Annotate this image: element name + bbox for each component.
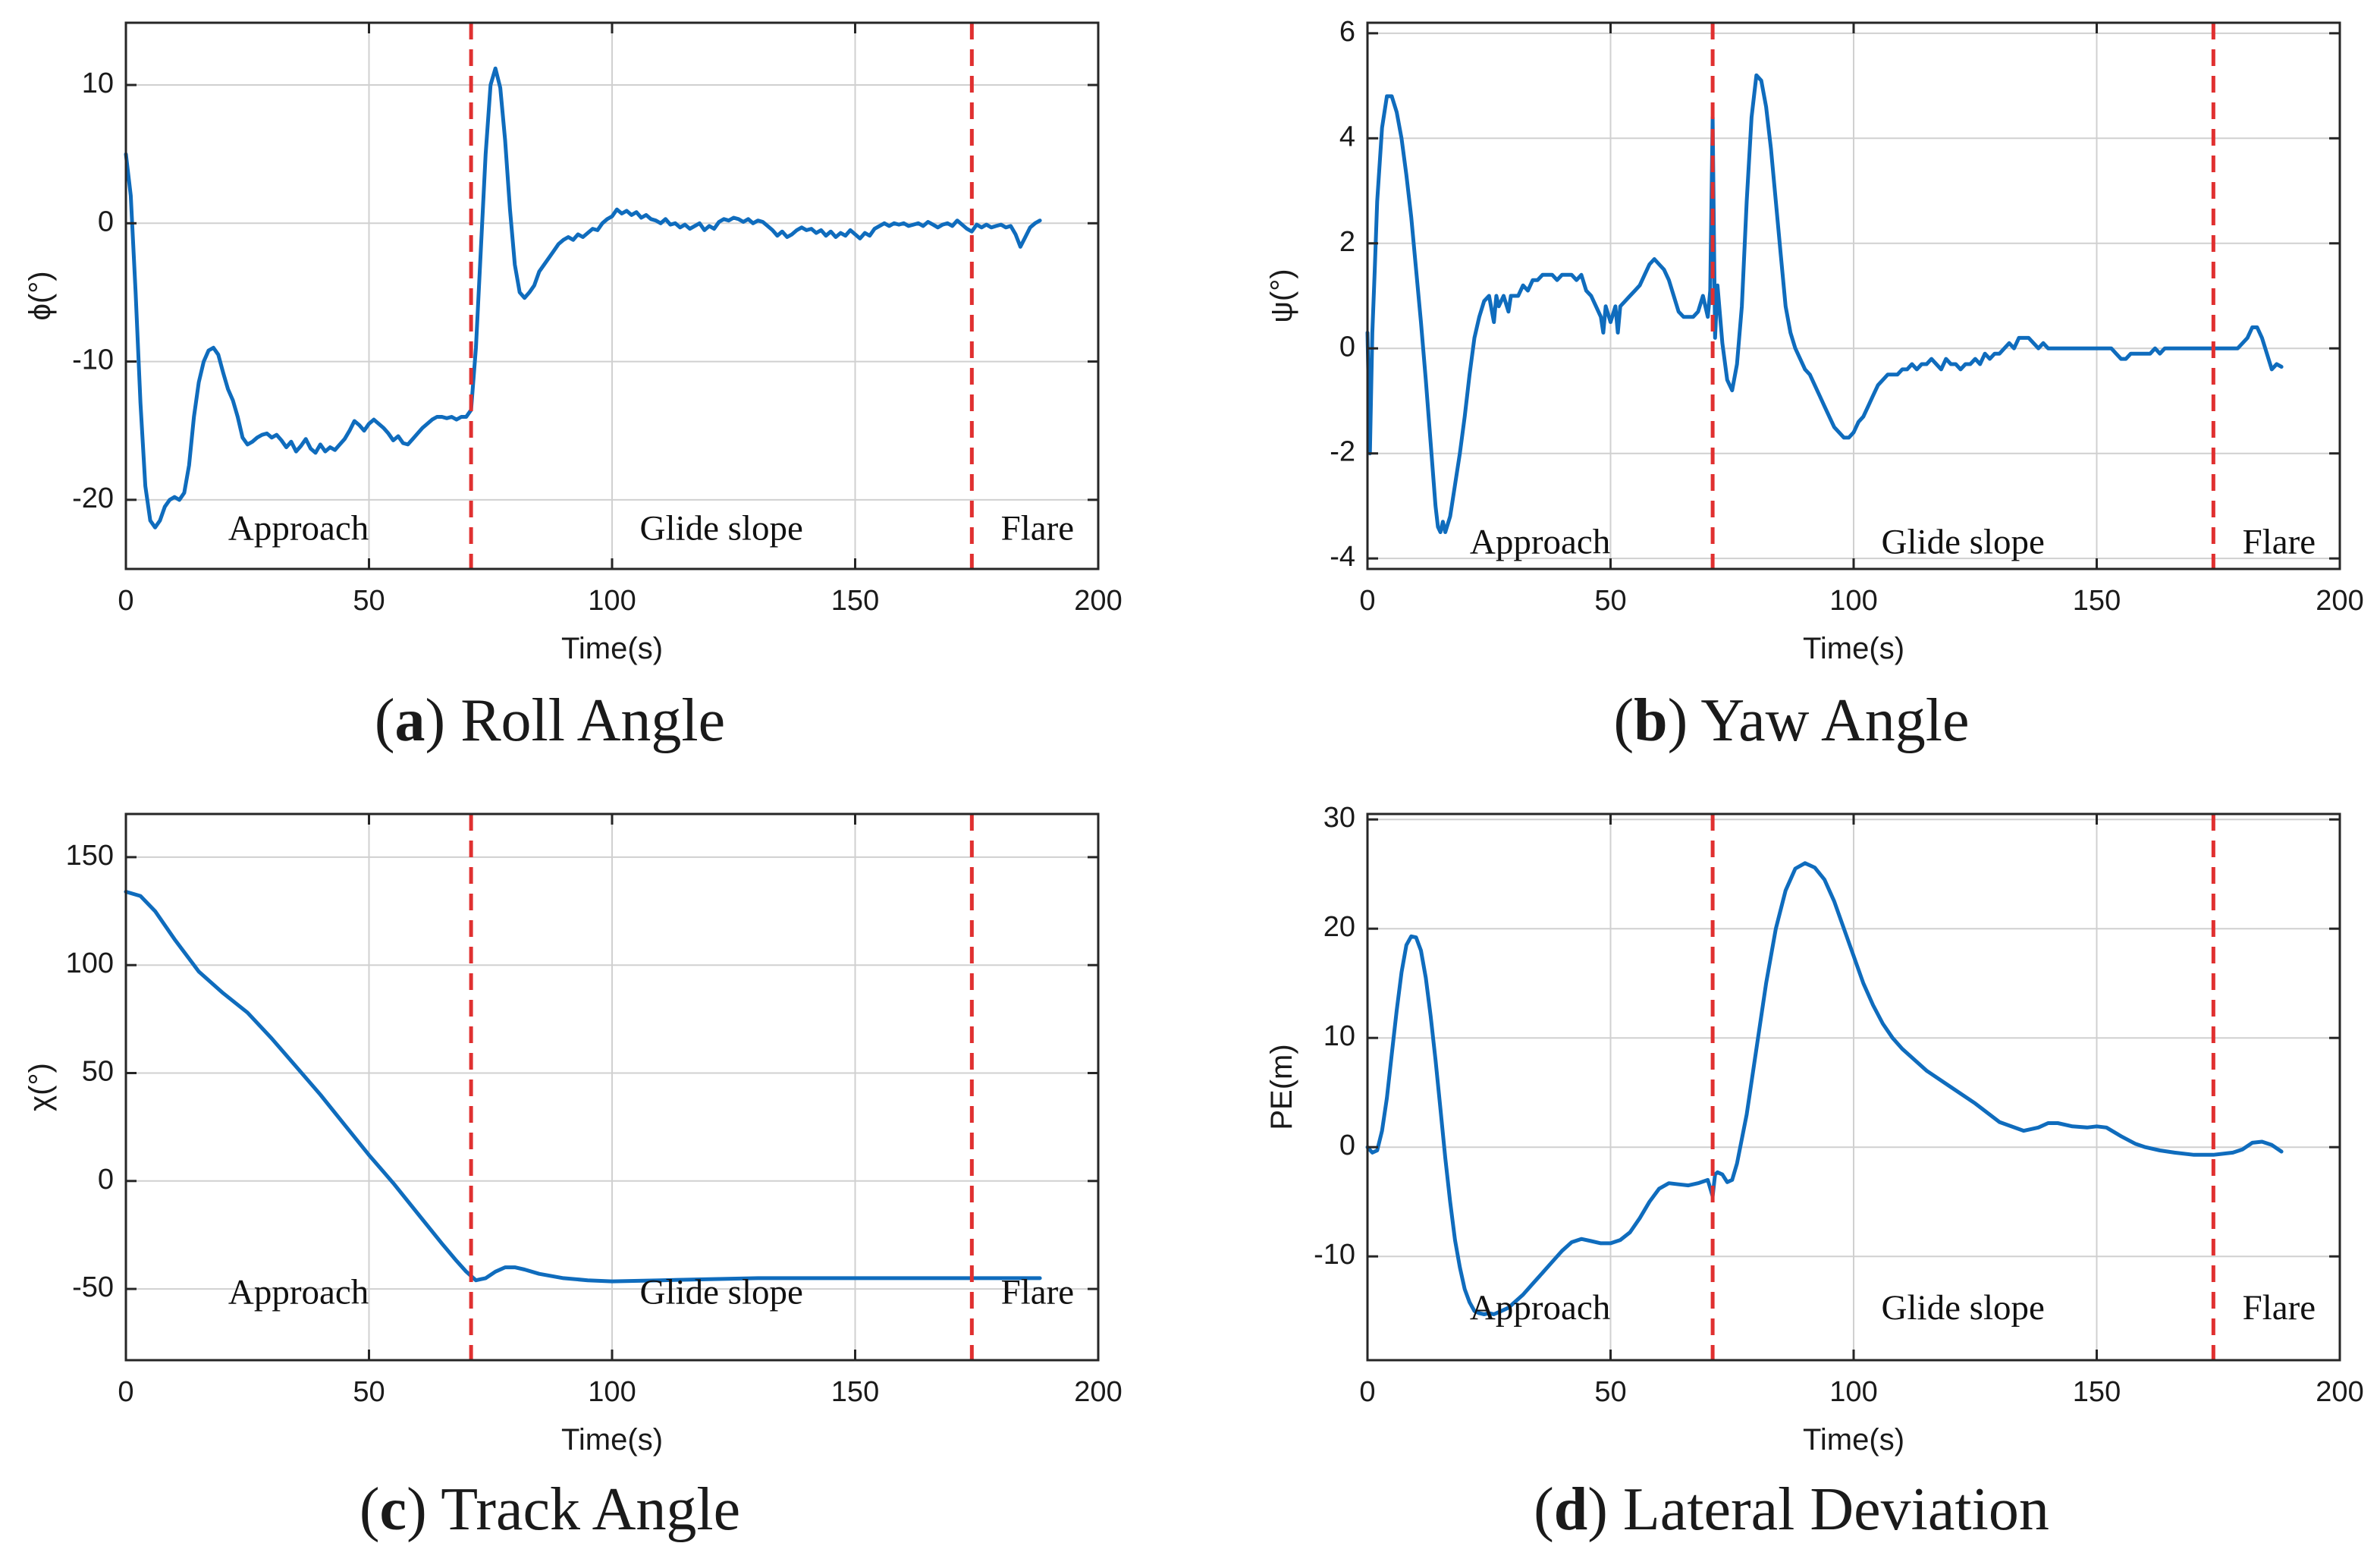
- y-tick-label: 10: [1323, 1020, 1355, 1052]
- caption-text: Roll Angle: [460, 687, 726, 754]
- y-tick-label: -20: [72, 482, 114, 514]
- panel-track-angle: Approach Glide slope Flare 0 50 100 150 200 -50 0…: [24, 812, 1122, 1457]
- y-tick-label: -10: [72, 344, 114, 376]
- x-tick-label: 50: [1594, 1376, 1626, 1408]
- x-tick-label: 0: [1359, 1376, 1375, 1408]
- x-tick-label: 200: [1074, 585, 1122, 617]
- x-tick-label: 0: [118, 585, 133, 617]
- y-tick-label: 0: [98, 1164, 114, 1196]
- panel-yaw-angle: Approach Glide slope Flare 0 50 100 150 200 -4 -2…: [1265, 16, 2364, 665]
- y-tick-label: -2: [1330, 436, 1355, 468]
- x-tick-label: 100: [1829, 1376, 1877, 1408]
- caption-a: (a) Roll Angle: [374, 687, 726, 754]
- y-tick-label: -4: [1330, 541, 1355, 573]
- y-tick-label: 0: [1339, 331, 1355, 363]
- y-axis-label: χ(°): [24, 1063, 57, 1111]
- y-tick-label: 150: [66, 840, 114, 872]
- x-tick-label: 150: [831, 585, 879, 617]
- x-tick-label: 50: [353, 585, 385, 617]
- y-tick-label: 10: [82, 68, 114, 99]
- x-tick-label: 100: [588, 1376, 636, 1408]
- y-tick-label: 4: [1339, 121, 1355, 152]
- caption-text: Yaw Angle: [1700, 687, 1970, 754]
- phase-label: Glide slope: [1882, 523, 2045, 562]
- y-tick-label: 0: [98, 206, 114, 237]
- caption-d: (d) Lateral Deviation: [1534, 1476, 2049, 1543]
- series-line-pe: [1365, 861, 2284, 1316]
- phase-label: Glide slope: [640, 1272, 803, 1312]
- y-tick-label: -10: [1314, 1239, 1355, 1271]
- phase-label: Glide slope: [640, 509, 803, 548]
- x-tick-label: 50: [1594, 585, 1626, 617]
- y-tick-label: 50: [82, 1056, 114, 1088]
- y-axis-label: ϕ(°): [24, 271, 57, 320]
- phase-label: Flare: [1001, 509, 1075, 548]
- x-tick-label: 150: [2073, 585, 2121, 617]
- y-tick-label: 6: [1339, 16, 1355, 48]
- y-axis-label: PE(m): [1265, 1044, 1298, 1130]
- y-tick-label: 0: [1339, 1130, 1355, 1161]
- x-tick-label: 100: [1829, 585, 1877, 617]
- phase-label: Flare: [2243, 1288, 2316, 1328]
- x-axis-label: Time(s): [561, 632, 663, 665]
- y-tick-label: 30: [1323, 802, 1355, 834]
- phase-label: Flare: [1001, 1272, 1075, 1312]
- caption-letter: b: [1634, 687, 1668, 754]
- caption-c: (c) Track Angle: [359, 1476, 741, 1543]
- y-tick-label: 20: [1323, 911, 1355, 943]
- phase-label: Glide slope: [1882, 1288, 2045, 1328]
- series-line-yaw: [1365, 73, 2284, 534]
- panel-lateral-deviation: Approach Glide slope Flare 0 50 100 150 200 -10 0…: [1265, 802, 2364, 1457]
- x-tick-label: 0: [1359, 585, 1375, 617]
- phase-label: Approach: [228, 1272, 369, 1312]
- x-tick-label: 150: [2073, 1376, 2121, 1408]
- x-tick-label: 200: [2316, 585, 2363, 617]
- x-tick-label: 150: [831, 1376, 879, 1408]
- x-tick-label: 50: [353, 1376, 385, 1408]
- x-tick-label: 100: [588, 585, 636, 617]
- y-tick-label: 2: [1339, 226, 1355, 258]
- x-tick-label: 200: [2316, 1376, 2363, 1408]
- series-line-track: [124, 890, 1042, 1284]
- x-axis-label: Time(s): [1803, 632, 1904, 665]
- x-axis-label: Time(s): [1803, 1423, 1904, 1457]
- y-tick-label: -50: [72, 1271, 114, 1303]
- series-line-roll: [124, 66, 1042, 530]
- caption-b: (b) Yaw Angle: [1613, 687, 1970, 754]
- x-axis-label: Time(s): [561, 1423, 663, 1457]
- phase-label: Flare: [2243, 523, 2316, 562]
- y-axis-label: ψ(°): [1265, 269, 1298, 322]
- caption-text: Lateral Deviation: [1622, 1476, 2049, 1543]
- caption-letter: c: [379, 1476, 407, 1543]
- phase-label: Approach: [1470, 523, 1610, 562]
- caption-letter: d: [1553, 1476, 1588, 1543]
- x-tick-label: 0: [118, 1376, 133, 1408]
- caption-text: Track Angle: [441, 1476, 741, 1543]
- y-tick-label: 100: [66, 947, 114, 979]
- x-tick-label: 200: [1074, 1376, 1122, 1408]
- phase-label: Approach: [1470, 1288, 1610, 1328]
- phase-label: Approach: [228, 509, 369, 548]
- caption-letter: a: [394, 687, 425, 754]
